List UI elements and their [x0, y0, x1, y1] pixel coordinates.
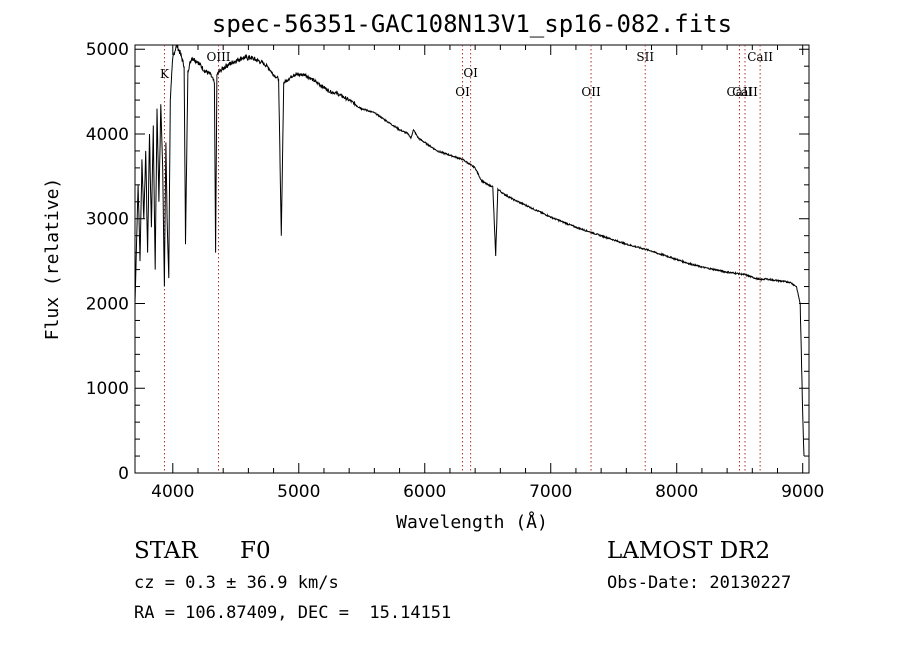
x-tick-label: 5000: [277, 482, 320, 502]
coordinates-line: RA = 106.87409, DEC = 15.14151: [134, 603, 452, 623]
line-marker-label: OI: [455, 85, 470, 99]
y-tick-label: 4000: [86, 125, 129, 145]
y-axis-label: Flux (relative): [42, 178, 63, 341]
line-marker-label: OI: [463, 66, 478, 80]
line-marker-label: CaII: [747, 50, 773, 64]
object-class: STAR: [134, 538, 198, 564]
x-tick-label: 9000: [781, 482, 824, 502]
survey-name: LAMOST DR2: [607, 538, 771, 564]
line-marker-label: CaII: [727, 85, 753, 99]
x-tick-label: 6000: [403, 482, 446, 502]
line-marker-label: K: [160, 67, 170, 81]
redshift-line: cz = 0.3 ± 36.9 km/s: [134, 573, 339, 593]
y-tick-label: 0: [118, 464, 129, 484]
axis-ticks: 4000 5000 6000 7000 8000 9000 0 1000 2000 3000 400…: [86, 40, 825, 502]
x-tick-label: 4000: [151, 482, 194, 502]
spectrum-line: [134, 44, 805, 457]
line-marker-label: CaII: [732, 85, 758, 99]
y-tick-label: 2000: [86, 294, 129, 314]
x-axis-label: Wavelength (Å): [396, 511, 548, 533]
line-marker-label: OIII: [206, 50, 230, 64]
x-tick-label: 8000: [655, 482, 698, 502]
line-marker-label: SII: [636, 50, 654, 64]
y-tick-label: 5000: [86, 40, 129, 60]
line-marker-label: OII: [581, 85, 601, 99]
x-tick-label: 7000: [529, 482, 572, 502]
chart-title: spec-56351-GAC108N13V1_sp16-082.fits: [212, 10, 732, 38]
plot-frame: [134, 44, 810, 474]
object-subclass: F0: [240, 538, 271, 564]
y-tick-label: 1000: [86, 379, 129, 399]
y-tick-label: 3000: [86, 210, 129, 230]
obs-date-line: Obs-Date: 20130227: [607, 573, 792, 593]
